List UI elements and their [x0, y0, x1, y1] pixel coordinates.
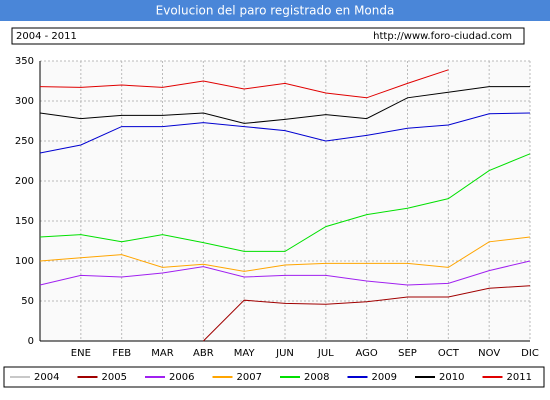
x-tick-label: FEB: [112, 348, 131, 359]
x-tick-label: MAR: [151, 348, 173, 359]
y-tick-label: 250: [15, 136, 34, 147]
subtitle: 2004 - 2011: [16, 31, 77, 42]
legend-label: 2009: [372, 372, 397, 383]
x-tick-label: OCT: [438, 348, 460, 359]
legend-label: 2005: [102, 372, 127, 383]
series-line: [39, 153, 531, 252]
y-tick-label: 350: [15, 56, 34, 67]
series-line: [39, 86, 530, 124]
series-line: [39, 260, 531, 286]
y-tick-label: 300: [15, 96, 34, 107]
legend-label: 2007: [237, 372, 262, 383]
source: http://www.foro-ciudad.com: [373, 31, 512, 42]
legend-label: 2010: [439, 372, 464, 383]
y-tick-label: 0: [28, 336, 34, 347]
series-line: [39, 236, 531, 272]
y-tick-label: 100: [15, 256, 34, 267]
legend-label: 2004: [34, 372, 59, 383]
y-tick-label: 200: [15, 176, 34, 187]
x-tick-label: AGO: [356, 348, 378, 359]
chart-title: Evolucion del paro registrado en Monda: [156, 4, 395, 18]
x-tick-label: JUN: [275, 348, 294, 359]
legend: [3, 366, 545, 388]
series-line: [202, 285, 531, 342]
legend-label: 2006: [169, 372, 194, 383]
series-line: [39, 112, 531, 154]
legend-label: 2008: [304, 372, 329, 383]
x-tick-label: DIC: [521, 348, 539, 359]
x-tick-label: SEP: [398, 348, 417, 359]
y-tick-label: 50: [21, 296, 34, 307]
x-tick-label: ENE: [71, 348, 91, 359]
x-tick-label: ABR: [193, 348, 214, 359]
x-tick-label: NOV: [478, 348, 500, 359]
legend-label: 2011: [507, 372, 532, 383]
title-bar: [0, 0, 550, 21]
x-tick-label: MAY: [234, 348, 256, 359]
x-tick-label: JUL: [317, 348, 334, 359]
header-box: [11, 27, 525, 45]
series-line: [39, 69, 449, 99]
y-tick-label: 150: [15, 216, 34, 227]
